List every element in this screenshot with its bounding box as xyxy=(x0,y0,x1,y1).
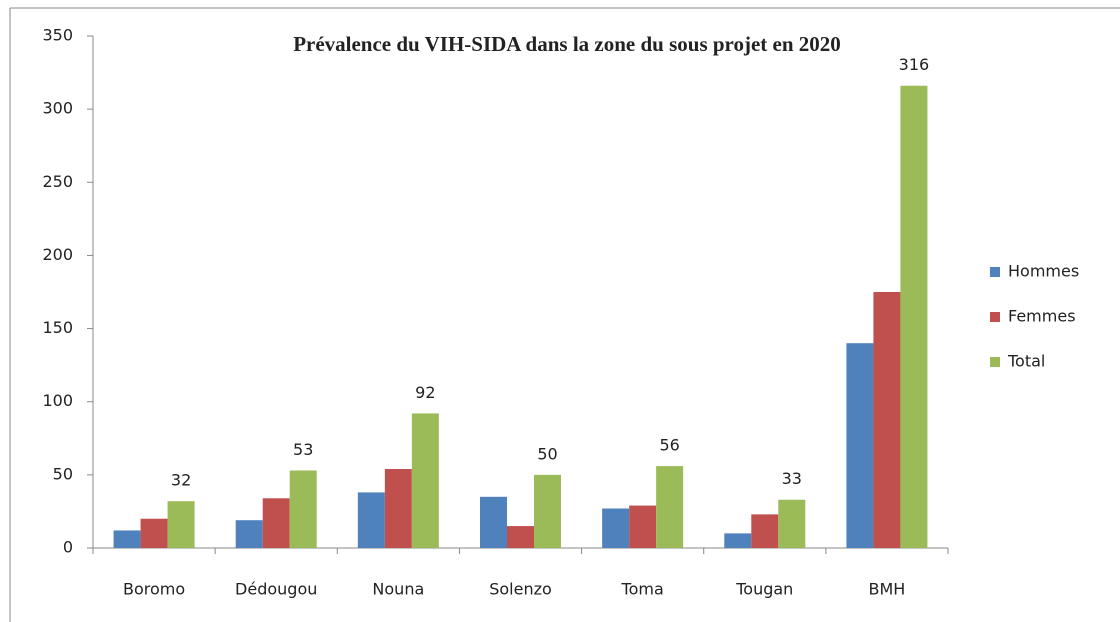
x-tick-label: Dédougou xyxy=(235,580,317,599)
legend-label: Femmes xyxy=(1008,307,1076,326)
data-label: 56 xyxy=(659,436,679,455)
bar xyxy=(480,496,507,548)
y-tick-label: 100 xyxy=(42,391,73,410)
bar xyxy=(846,343,874,548)
bar xyxy=(289,470,317,548)
y-tick-label: 300 xyxy=(42,99,73,118)
legend-swatch xyxy=(990,267,1000,277)
data-label: 32 xyxy=(171,471,191,490)
y-tick-label: 200 xyxy=(42,245,73,264)
bar xyxy=(357,492,385,548)
bar xyxy=(724,533,752,548)
bar xyxy=(778,499,806,548)
bar xyxy=(900,85,928,548)
legend-label: Hommes xyxy=(1008,262,1079,281)
bar xyxy=(262,498,290,548)
bar xyxy=(384,469,412,548)
data-label: 53 xyxy=(293,440,313,459)
bar xyxy=(411,413,439,548)
legend-label: Total xyxy=(1007,352,1045,371)
data-label: 50 xyxy=(537,444,557,463)
y-tick-label: 350 xyxy=(42,26,73,45)
legend-swatch xyxy=(990,312,1000,322)
bar xyxy=(656,466,684,548)
bar xyxy=(167,501,195,548)
bar xyxy=(751,514,779,548)
x-tick-label: BMH xyxy=(869,580,906,599)
x-tick-label: Solenzo xyxy=(489,580,552,599)
chart-title: Prévalence du VIH-SIDA dans la zone du s… xyxy=(293,32,841,56)
y-tick-label: 150 xyxy=(42,318,73,337)
bar xyxy=(235,520,263,548)
y-tick-label: 50 xyxy=(53,464,73,483)
bar xyxy=(113,530,141,548)
data-label: 92 xyxy=(415,383,435,402)
data-label: 316 xyxy=(899,55,930,74)
x-tick-label: Boromo xyxy=(123,580,185,599)
legend-swatch xyxy=(990,357,1000,367)
bar xyxy=(602,508,630,548)
x-tick-label: Toma xyxy=(621,580,664,599)
y-tick-label: 0 xyxy=(63,538,73,557)
bar xyxy=(140,518,168,548)
data-label: 33 xyxy=(782,469,802,488)
bar xyxy=(507,526,534,548)
y-tick-label: 250 xyxy=(42,172,73,191)
bar xyxy=(873,292,901,548)
bar xyxy=(629,505,657,548)
x-tick-label: Nouna xyxy=(372,580,424,599)
x-tick-label: Tougan xyxy=(735,580,793,599)
bar xyxy=(534,474,561,548)
